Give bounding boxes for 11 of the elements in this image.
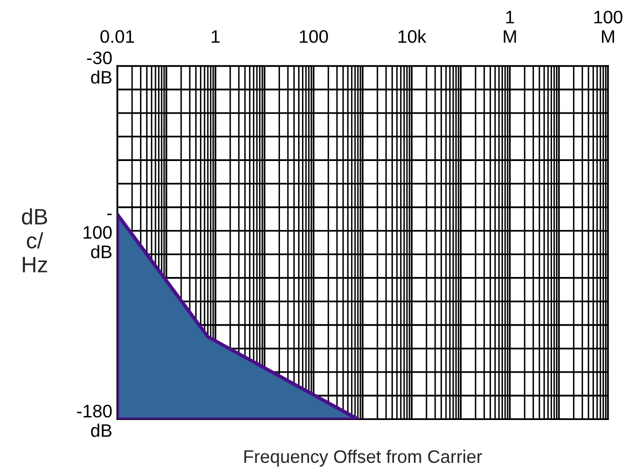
x-tick-label: 100 M [594,10,622,43]
x-tick-label: 1 [212,30,220,43]
y-tick-label: -30 dB [87,51,112,84]
x-tick-label: 100 [300,30,328,43]
x-tick-label: 10k [398,30,426,43]
y-tick-label: -180 dB [77,404,112,437]
y-tick-label: - 100 dB [84,214,112,258]
x-tick-label: 1 M [504,10,516,43]
x-axis-title: Frequency Offset from Carrier [244,450,482,467]
y-axis-title: dB c/ Hz [22,208,48,272]
x-tick-label: 0.01 [100,30,134,43]
